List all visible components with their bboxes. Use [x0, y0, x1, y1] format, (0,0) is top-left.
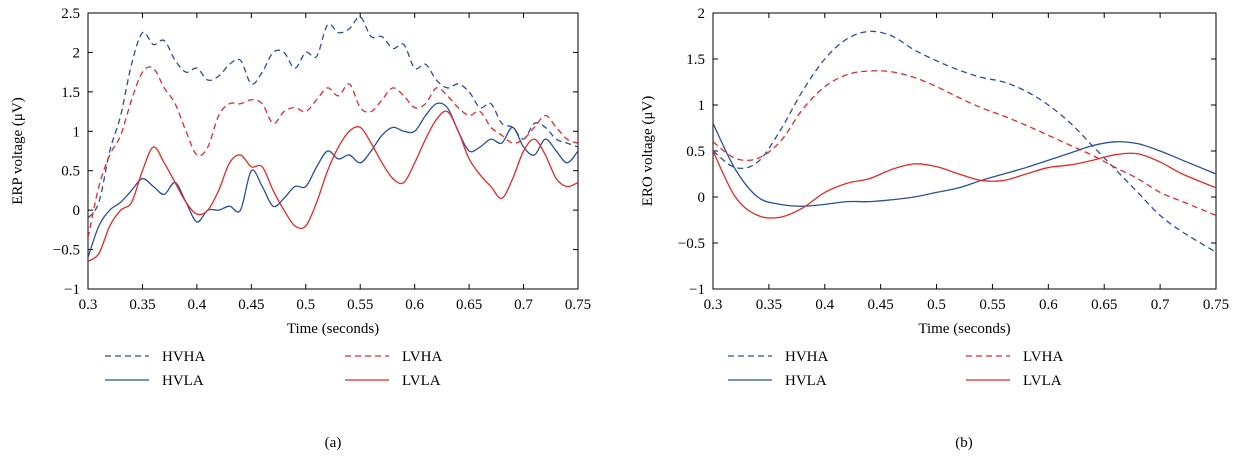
legend-label-hvha: HVHA — [785, 349, 828, 365]
legend-label-lvha: LVHA — [1023, 349, 1063, 365]
x-tick-label: 0.35 — [129, 297, 155, 313]
series-line-lvla — [88, 110, 578, 262]
y-tick-label: 0 — [698, 190, 706, 206]
x-tick-label: 0.65 — [1091, 297, 1117, 313]
y-tick-label: −1 — [689, 282, 705, 298]
legend-label-hvla: HVLA — [162, 373, 204, 389]
legend-label-lvla: LVLA — [402, 373, 441, 389]
y-tick-label: −0.5 — [678, 236, 705, 252]
legend-label-lvha: LVHA — [402, 349, 442, 365]
x-tick-label: 0.3 — [704, 297, 723, 313]
y-tick-label: −0.5 — [53, 243, 80, 259]
x-tick-label: 0.55 — [979, 297, 1005, 313]
y-tick-label: 0 — [73, 203, 81, 219]
x-tick-label: 0.75 — [565, 297, 591, 313]
y-tick-label: −1 — [64, 282, 80, 298]
y-axis-label: ERP voltage (μV) — [10, 97, 26, 204]
panel-caption: (a) — [325, 435, 342, 451]
panel-caption: (b) — [955, 435, 973, 451]
y-tick-label: 0.5 — [686, 144, 705, 160]
y-tick-label: 2 — [73, 45, 81, 61]
x-tick-label: 0.5 — [296, 297, 315, 313]
chart-panel-a: 0.3 0.35 0.4 0.45 0.5 0.55 0.6 0.65 0.7 0.75 −1 −0.… — [10, 6, 591, 451]
axes-frame — [87, 12, 579, 290]
x-axis-label: Time (seconds) — [918, 321, 1010, 337]
y-tick-label: 1 — [698, 98, 706, 114]
x-tick-label: 0.7 — [1151, 297, 1170, 313]
legend-label-hvla: HVLA — [785, 373, 827, 389]
series-line-hvla — [88, 102, 578, 258]
series-line-lvha — [88, 66, 578, 238]
x-tick-label: 0.75 — [1203, 297, 1229, 313]
chart-panel-b: 0.3 0.35 0.4 0.45 0.5 0.55 0.6 0.65 0.7 0.75 −1 −0.… — [640, 6, 1229, 451]
x-tick-label: 0.7 — [514, 297, 533, 313]
x-tick-label: 0.6 — [1039, 297, 1058, 313]
series-line-hvla — [713, 123, 1216, 207]
x-tick-label: 0.55 — [347, 297, 373, 313]
y-axis-label: ERO voltage (μV) — [640, 96, 656, 207]
x-axis-label: Time (seconds) — [287, 321, 379, 337]
legend-label-hvha: HVHA — [162, 349, 205, 365]
series-line-hvha — [88, 16, 578, 219]
series-line-lvla — [713, 150, 1216, 219]
series-line-lvha — [713, 70, 1216, 217]
x-tick-label: 0.3 — [79, 297, 98, 313]
y-tick-label: 1.5 — [686, 52, 705, 68]
x-tick-label: 0.35 — [756, 297, 782, 313]
series-line-hvha — [713, 30, 1216, 253]
axes-frame — [712, 12, 1217, 290]
legend-label-lvla: LVLA — [1023, 373, 1062, 389]
x-tick-label: 0.4 — [815, 297, 834, 313]
y-tick-label: 1.5 — [61, 85, 80, 101]
x-tick-label: 0.45 — [238, 297, 264, 313]
x-tick-label: 0.65 — [456, 297, 482, 313]
y-tick-label: 0.5 — [61, 164, 80, 180]
y-tick-label: 2.5 — [61, 6, 80, 22]
x-tick-label: 0.45 — [868, 297, 894, 313]
y-tick-label: 2 — [698, 6, 706, 22]
y-tick-label: 1 — [73, 124, 81, 140]
x-tick-label: 0.6 — [405, 297, 424, 313]
x-tick-label: 0.5 — [927, 297, 946, 313]
x-tick-label: 0.4 — [188, 297, 207, 313]
